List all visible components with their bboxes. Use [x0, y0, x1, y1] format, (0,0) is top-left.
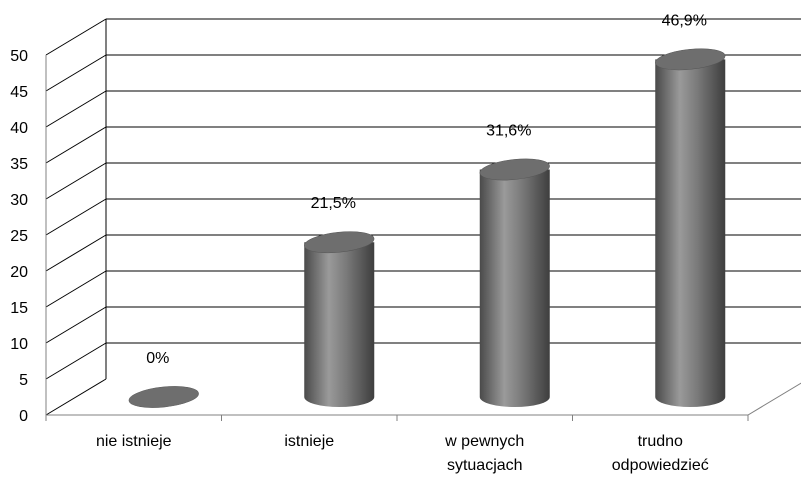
y-tick-label: 30 [10, 192, 28, 209]
bar [304, 231, 375, 407]
y-tick-label: 5 [19, 372, 28, 389]
bars [128, 48, 726, 408]
bar-top [128, 386, 199, 408]
bar [128, 386, 199, 408]
axes [45, 55, 801, 421]
y-tick-label: 20 [10, 264, 28, 281]
bar-top [479, 158, 550, 181]
y-tick-label: 45 [10, 84, 28, 101]
bar-body [304, 242, 375, 407]
side-wall-gridline [45, 162, 107, 200]
side-wall-gridline [45, 342, 107, 380]
category-label: odpowiedzieć [612, 457, 709, 474]
category-label: w pewnych [444, 433, 524, 450]
y-axis-tick-labels: 0 5 10 15 20 25 30 35 40 45 50 [10, 48, 28, 425]
side-wall-gridline [45, 378, 107, 416]
bar [479, 158, 550, 407]
data-label: 0% [146, 350, 169, 367]
bar-body [655, 59, 726, 407]
data-labels: 0% 21,5% 31,6% 46,9% [146, 12, 707, 367]
y-tick-label: 35 [10, 156, 28, 173]
bar-top [655, 48, 726, 71]
bar-body [479, 169, 550, 407]
category-label: trudno [638, 433, 683, 450]
side-wall-gridline [45, 90, 107, 128]
category-label: sytuacjach [447, 457, 523, 474]
y-tick-label: 10 [10, 336, 28, 353]
side-wall-gridline [45, 270, 107, 308]
data-label: 31,6% [486, 122, 531, 139]
y-tick-label: 25 [10, 228, 28, 245]
category-labels: nie istnieje istnieje w pewnych sytuacjach t… [96, 433, 709, 474]
y-tick-label: 40 [10, 120, 28, 137]
y-tick-label: 50 [10, 48, 28, 65]
bar-top [304, 231, 375, 254]
data-label: 21,5% [311, 195, 356, 212]
side-wall-gridline [45, 234, 107, 272]
data-label: 46,9% [662, 12, 707, 29]
y-tick-label: 0 [19, 408, 28, 425]
side-wall-gridline [45, 54, 107, 92]
category-label: istnieje [284, 433, 334, 450]
side-wall-gridline [45, 18, 107, 56]
bar [655, 48, 726, 407]
side-wall-gridline [45, 198, 107, 236]
side-wall-gridline [45, 306, 107, 344]
side-wall-gridline [45, 126, 107, 164]
y-tick-label: 15 [10, 300, 28, 317]
category-label: nie istnieje [96, 433, 172, 450]
